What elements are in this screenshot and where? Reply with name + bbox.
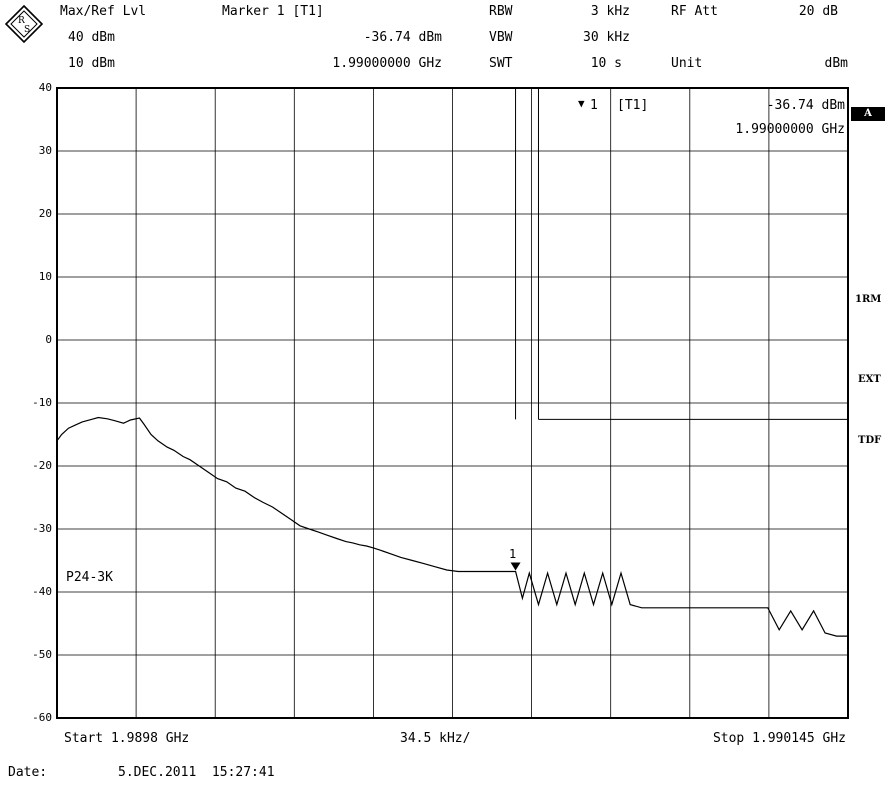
unit-value: dBm — [824, 56, 848, 71]
marker-box-tag: [T1] — [617, 98, 649, 113]
date-label: Date: — [8, 765, 48, 780]
grid — [57, 88, 848, 718]
vbw-value: 30 kHz — [583, 30, 630, 45]
rf-att-value: 20 dB — [798, 4, 838, 19]
svg-text:R: R — [18, 16, 25, 26]
unit-label: Unit — [671, 56, 703, 71]
trace-label: P24-3K — [66, 570, 113, 585]
start-frequency: Start 1.9898 GHz — [64, 731, 190, 746]
plot-frame — [56, 87, 849, 719]
y-tick-label: 40 — [38, 81, 52, 94]
y-tick-label: -30 — [32, 522, 52, 535]
swt-label: SWT — [489, 56, 513, 71]
y-tick-label: 20 — [38, 207, 52, 220]
y-tick-label: 0 — [45, 333, 52, 346]
marker-freq: 1.99000000 GHz — [332, 56, 442, 71]
side-label-ext: EXT — [858, 374, 881, 385]
stop-frequency: Stop 1.990145 GHz — [712, 731, 846, 746]
trace-line — [56, 416, 848, 637]
rbw-value: 3 kHz — [590, 4, 630, 19]
marker-number-label: 1 — [509, 547, 517, 561]
rf-att-label: RF Att — [671, 4, 718, 19]
marker-triangle — [510, 562, 521, 571]
side-label-1rm: 1RM — [855, 294, 882, 305]
swt-value: 10 s — [590, 56, 622, 71]
side-label-tdf: TDF — [858, 435, 882, 446]
ref-offset: 10 dBm — [68, 56, 115, 71]
max-ref-value: 40 dBm — [68, 30, 115, 45]
y-tick-label: 30 — [38, 144, 52, 157]
marker-box-freq: 1.99000000 GHz — [735, 122, 845, 137]
limit-lines — [515, 88, 848, 420]
y-tick-label: -60 — [32, 711, 52, 724]
span-per-division: 34.5 kHz/ — [400, 731, 471, 746]
rohde-schwarz-logo: R S — [4, 4, 44, 44]
marker-box-symbol: ▼ — [578, 97, 585, 110]
y-tick-label: -40 — [32, 585, 52, 598]
date-value: 5.DEC.2011 15:27:41 — [118, 765, 275, 780]
y-tick-label: -20 — [32, 459, 52, 472]
marker-label: Marker 1 [T1] — [222, 4, 324, 19]
marker-box-level: -36.74 dBm — [766, 98, 845, 113]
y-tick-label: -10 — [32, 396, 52, 409]
side-label-a: A — [851, 107, 885, 121]
vbw-label: VBW — [489, 30, 513, 45]
marker-level: -36.74 dBm — [363, 30, 442, 45]
y-tick-label: 10 — [38, 270, 52, 283]
max-ref-label: Max/Ref Lvl — [60, 4, 147, 19]
svg-text:S: S — [24, 25, 30, 35]
y-tick-label: -50 — [32, 648, 52, 661]
rbw-label: RBW — [489, 4, 513, 19]
marker-box-number: 1 — [590, 98, 598, 113]
